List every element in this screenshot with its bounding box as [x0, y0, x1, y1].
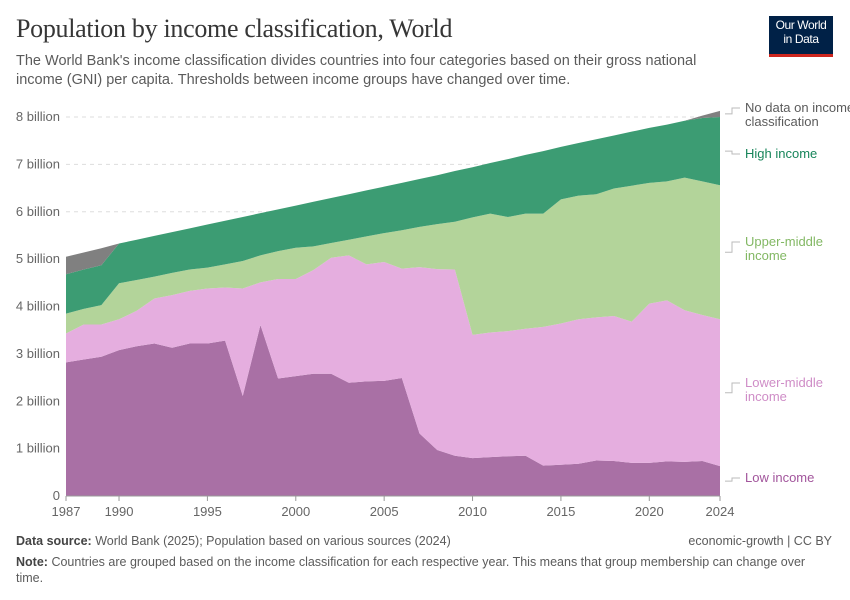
series-label: Upper-middle income: [745, 234, 823, 263]
y-tick-label: 5 billion: [16, 251, 60, 266]
logo-line: Our World: [775, 18, 827, 32]
y-tick-label: 0: [53, 488, 60, 503]
x-tick-label: 2024: [706, 504, 735, 519]
chart-note: Note: Countries are grouped based on the…: [16, 554, 806, 586]
x-tick-label: 1995: [193, 504, 222, 519]
stacked-area-chart: 0 1 billion 2 billion 3 billion 4 billion 5 b…: [16, 100, 850, 519]
data-source: Data source: World Bank (2025); Populati…: [16, 534, 451, 548]
y-tick-label: 3 billion: [16, 346, 60, 361]
y-tick-label: 4 billion: [16, 299, 60, 314]
x-tick-label: 2020: [635, 504, 664, 519]
x-tick-label: 1990: [105, 504, 134, 519]
license[interactable]: economic-growth | CC BY: [688, 534, 832, 548]
y-tick-label: 6 billion: [16, 204, 60, 219]
label-connector: [725, 241, 740, 253]
y-tick-label: 1 billion: [16, 441, 60, 456]
y-tick-label: 7 billion: [16, 156, 60, 171]
y-tick-label: 2 billion: [16, 393, 60, 408]
logo-line: in Data: [783, 32, 819, 46]
area-upper-middle-income: [66, 177, 720, 335]
y-tick-label: 8 billion: [16, 109, 60, 124]
note-label: Note:: [16, 555, 48, 569]
series-label: No data on income classification: [745, 100, 850, 129]
owid-logo[interactable]: Our World in Data: [769, 16, 833, 57]
area-low-income: [66, 324, 720, 496]
x-tick-label: 2010: [458, 504, 487, 519]
label-connector: [725, 477, 740, 482]
x-tick-label: 2000: [281, 504, 310, 519]
label-connector: [725, 107, 740, 115]
source-label: Data source:: [16, 534, 92, 548]
label-connector: [725, 150, 740, 155]
note-text: Countries are grouped based on the incom…: [16, 555, 806, 585]
series-label: High income: [745, 146, 817, 161]
label-connector: [725, 382, 740, 394]
x-tick-label: 2015: [546, 504, 575, 519]
x-tick-label: 2005: [370, 504, 399, 519]
chart-title: Population by income classification, Wor…: [16, 14, 453, 43]
x-tick-label: 1987: [52, 504, 81, 519]
area-lower-middle-income: [66, 255, 720, 467]
area-high-income: [66, 117, 720, 314]
series-label: Lower-middle income: [745, 375, 823, 404]
series-label: Low income: [745, 470, 814, 485]
source-text[interactable]: World Bank (2025); Population based on v…: [95, 534, 451, 548]
chart-subtitle: The World Bank's income classification d…: [16, 53, 697, 88]
